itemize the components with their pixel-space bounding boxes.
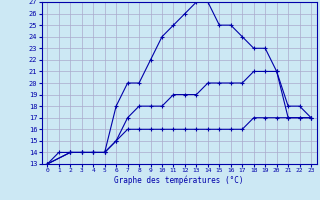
X-axis label: Graphe des températures (°C): Graphe des températures (°C) (115, 176, 244, 185)
